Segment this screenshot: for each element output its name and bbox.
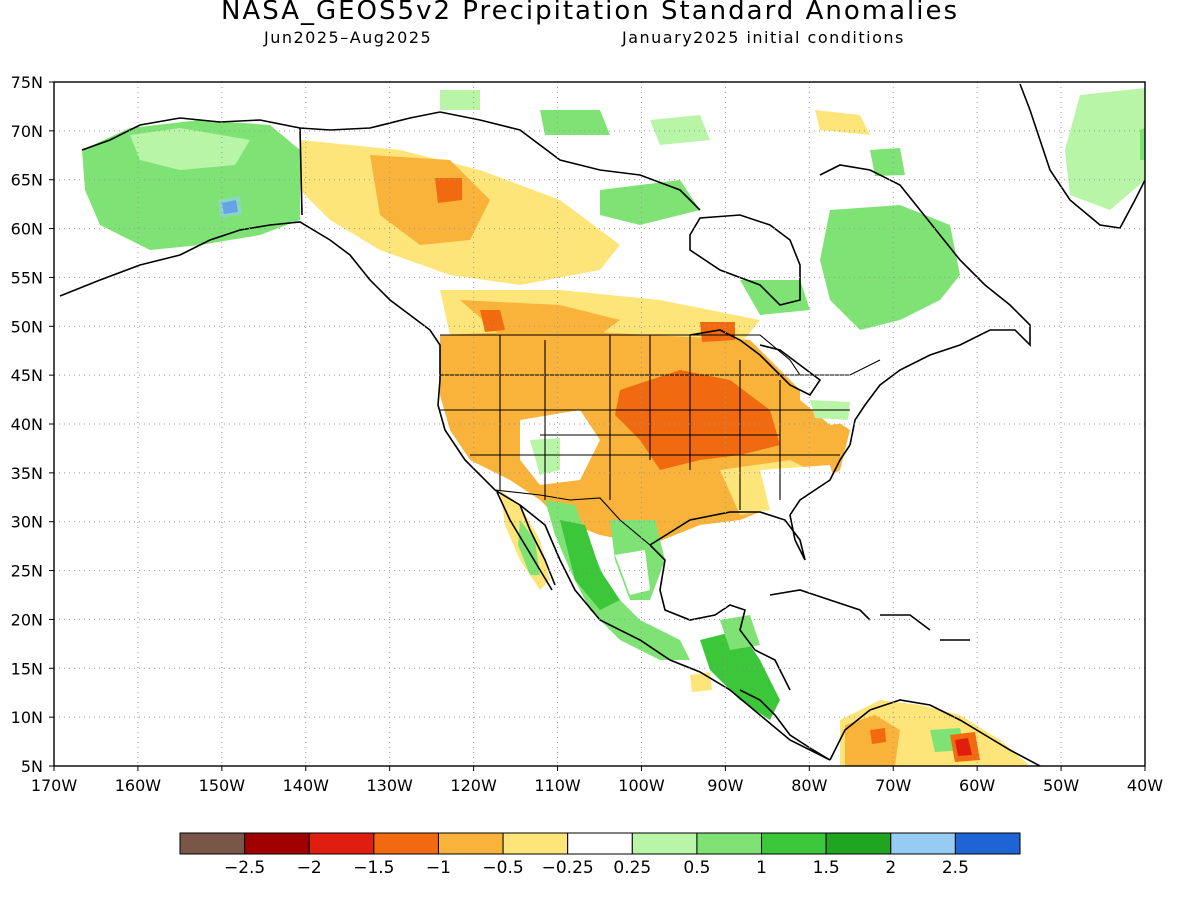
colorbar-label: −2.5 [224, 858, 265, 878]
colorbar-swatch [696, 832, 763, 855]
lon-tick-label: 90W [707, 776, 743, 795]
colorbar-swatch [244, 832, 310, 855]
lat-tick-label: 40N [11, 415, 43, 434]
colorbar-label: −1.5 [353, 858, 394, 878]
colorbar-swatch [890, 832, 956, 855]
colorbar-swatch [954, 832, 1021, 855]
lon-tick-label: 50W [1043, 776, 1079, 795]
coastline-caribbean-islands [769, 589, 970, 641]
coastlines [59, 83, 1145, 766]
lat-tick-label: 20N [11, 610, 43, 629]
lat-tick-label: 65N [11, 171, 43, 190]
colorbar: −2.5 −2 −1.5 −1 −0.5 −0.25 0.25 0.5 1 1.5 2 2.5 [179, 832, 1021, 878]
initial-conditions: January2025 initial conditions [622, 28, 905, 47]
coastline-arctic [439, 111, 701, 211]
lon-tick-label: 160W [115, 776, 162, 795]
lat-tick-label: 35N [11, 464, 43, 483]
colorbar-label: 0.25 [613, 858, 651, 878]
colorbar-label: 0.5 [683, 858, 710, 878]
lat-tick-label: 30N [11, 513, 43, 532]
colorbar-label: 2 [885, 858, 896, 878]
us-canada-border [440, 334, 881, 376]
colorbar-label: 2.5 [942, 858, 969, 878]
colorbar-swatch [179, 832, 246, 855]
coastline-south-america [829, 699, 1041, 766]
lon-tick-label: 70W [875, 776, 911, 795]
anomaly-shading [82, 88, 1145, 766]
longitude-axis: 170W 160W 150W 140W 130W 120W 110W 100W 90W 80W 70… [31, 766, 1163, 795]
colorbar-label: −2 [297, 858, 322, 878]
lon-tick-label: 100W [618, 776, 665, 795]
colorbar-swatch [437, 832, 504, 855]
forecast-period: Jun2025–Aug2025 [264, 28, 433, 47]
colorbar-label: 1.5 [813, 858, 840, 878]
coastline-hudson [689, 214, 801, 306]
lat-lon-grid [54, 82, 1145, 766]
lat-tick-label: 45N [11, 366, 43, 385]
lon-tick-label: 130W [367, 776, 414, 795]
map-title: NASA_GEOS5v2 Precipitation Standard Anom… [220, 0, 960, 26]
coastline-atlantic [819, 164, 1031, 446]
coastline-baja [496, 491, 556, 591]
colorbar-label: −0.5 [482, 858, 523, 878]
anomaly-quebec [820, 205, 960, 330]
coastline-pacific [59, 111, 831, 761]
colorbar-label: −0.25 [542, 858, 594, 878]
map-field [54, 82, 1145, 766]
anomaly-greenland [1065, 88, 1145, 210]
colorbar-label: −1 [426, 858, 451, 878]
lon-tick-label: 40W [1127, 776, 1163, 795]
lat-tick-label: 15N [11, 659, 43, 678]
coastline-greenland [1019, 83, 1145, 229]
anomaly-alaska-light [130, 128, 250, 170]
lon-tick-label: 140W [283, 776, 330, 795]
colorbar-swatch [502, 832, 569, 855]
lon-tick-label: 170W [31, 776, 78, 795]
lat-tick-label: 55N [11, 268, 43, 287]
great-lakes [689, 329, 822, 397]
lat-tick-label: 75N [11, 73, 43, 92]
colorbar-swatch [567, 832, 633, 855]
lon-tick-label: 60W [959, 776, 995, 795]
lat-tick-label: 70N [11, 122, 43, 141]
lon-tick-label: 150W [199, 776, 246, 795]
colorbar-label: 1 [756, 858, 767, 878]
lat-tick-label: 25N [11, 562, 43, 581]
lat-tick-label: 50N [11, 317, 43, 336]
lat-tick-label: 10N [11, 708, 43, 727]
us-mexico-border [494, 489, 651, 546]
colorbar-swatch [631, 832, 698, 855]
lat-tick-label: 5N [21, 757, 43, 776]
lon-tick-label: 110W [534, 776, 581, 795]
colorbar-swatch [825, 832, 892, 855]
lon-tick-label: 80W [791, 776, 827, 795]
anomaly-central-us [615, 370, 780, 470]
lat-tick-label: 60N [11, 220, 43, 239]
latitude-axis: 75N 70N 65N 60N 55N 50N 45N 40N 35N 30N 25N 20N 15N 1… [11, 73, 54, 776]
lon-tick-label: 120W [450, 776, 497, 795]
colorbar-swatch [761, 832, 827, 855]
anomaly-alaska [82, 120, 300, 250]
colorbar-swatch [373, 832, 439, 855]
colorbar-swatch [308, 832, 375, 855]
coastline-gulf [649, 444, 851, 691]
